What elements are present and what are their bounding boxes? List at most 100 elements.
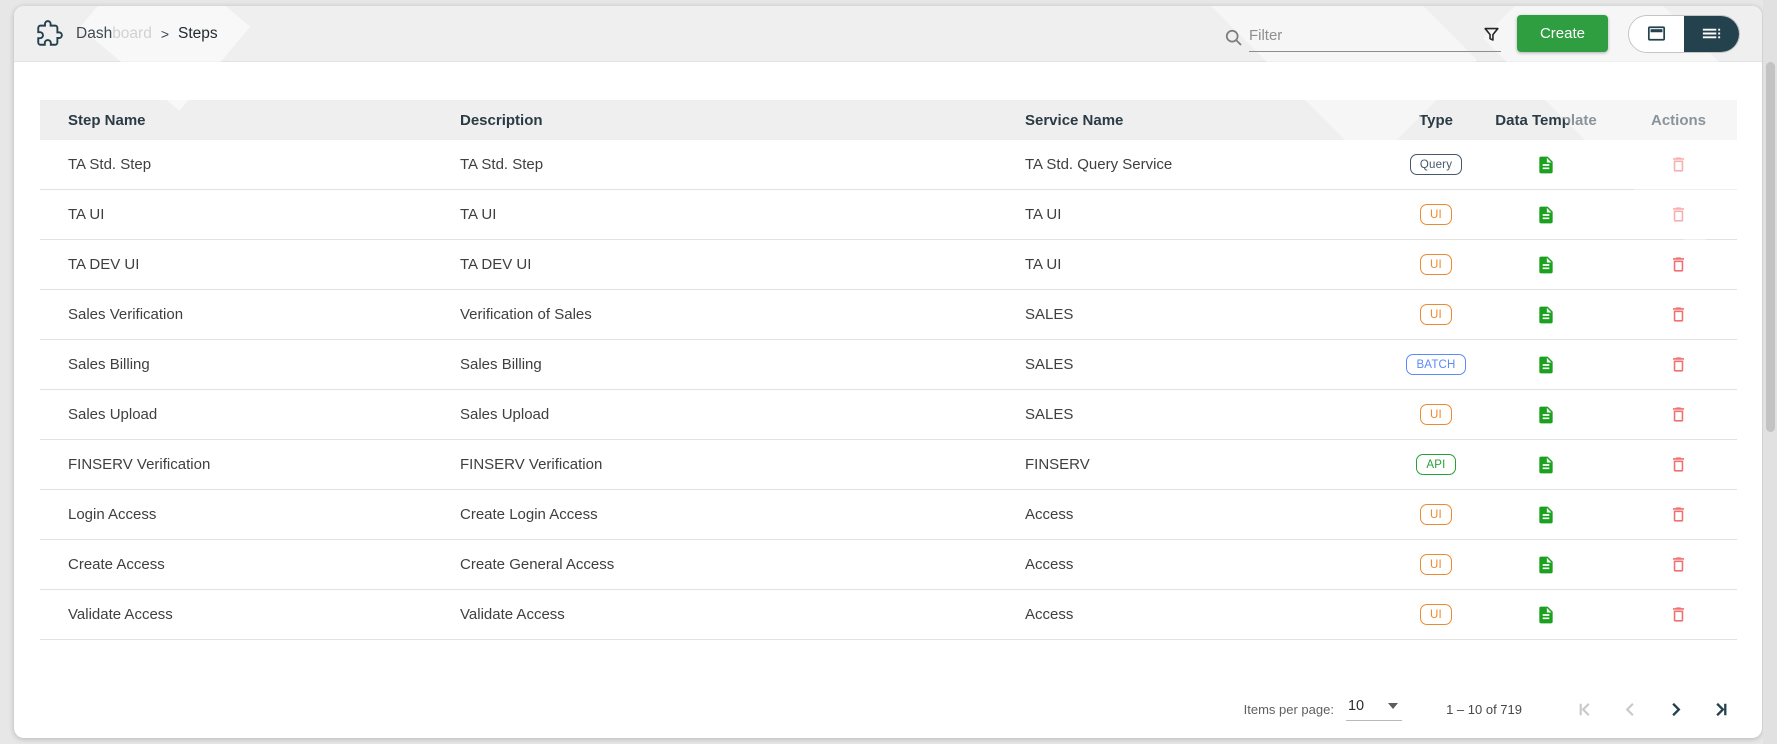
delete-button[interactable] [1667,303,1690,326]
delete-button[interactable] [1667,153,1690,176]
chevron-right-icon [1672,702,1681,716]
table-row[interactable]: Sales Verification Verification of Sales… [40,290,1737,340]
first-page-button[interactable] [1574,698,1597,721]
delete-button[interactable] [1667,203,1690,226]
cell-service-name: TA UI [1025,206,1062,223]
cell-step-name: FINSERV Verification [68,456,211,473]
cell-service-name: Access [1025,556,1074,573]
data-template-button[interactable] [1534,603,1558,627]
type-chip: UI [1420,403,1452,426]
puzzle-icon [37,20,63,46]
last-page-icon [1716,702,1727,716]
card-view-icon [1647,26,1666,41]
trash-icon [1672,457,1685,472]
type-chip: Query [1409,153,1463,176]
delete-button[interactable] [1667,553,1690,576]
delete-button[interactable] [1667,353,1690,376]
table-row[interactable]: TA Std. Step TA Std. Step TA Std. Query … [40,140,1737,190]
delete-button[interactable] [1667,453,1690,476]
table-body: TA Std. Step TA Std. Step TA Std. Query … [40,140,1737,640]
cell-service-name: SALES [1025,406,1074,423]
breadcrumb: Dash board > Steps [76,25,218,43]
vertical-scrollbar[interactable] [1763,0,1777,744]
delete-button[interactable] [1667,603,1690,626]
data-template-button[interactable] [1534,553,1558,577]
table-row[interactable]: Login Access Create Login Access Access … [40,490,1737,540]
cell-service-name: SALES [1025,306,1074,323]
list-view-icon [1702,28,1721,39]
cell-description: Sales Upload [460,406,550,423]
paginator: Items per page: 10 1 – 10 of 719 [14,674,1762,738]
search-icon [1225,29,1242,46]
trash-icon [1672,507,1685,522]
table-row[interactable]: Validate Access Validate Access Access U… [40,590,1737,640]
breadcrumb-separator: > [160,25,170,42]
table-row[interactable]: Sales Billing Sales Billing SALES BATCH [40,340,1737,390]
cell-description: Validate Access [460,606,565,623]
document-icon [1539,406,1553,423]
first-page-icon [1579,702,1590,716]
document-icon [1539,506,1553,523]
trash-icon [1672,157,1685,172]
trash-icon [1672,407,1685,422]
document-icon [1539,206,1553,223]
document-icon [1539,606,1553,623]
chevron-left-icon [1625,702,1634,716]
funnel-icon[interactable] [1482,25,1501,44]
filter-input[interactable] [1248,27,1482,44]
page-range-label: 1 – 10 of 719 [1446,701,1522,717]
cell-step-name: Sales Upload [68,406,158,423]
cell-service-name: SALES [1025,356,1074,373]
table-row[interactable]: FINSERV Verification FINSERV Verificatio… [40,440,1737,490]
data-template-button[interactable] [1534,203,1558,227]
scrollbar-thumb[interactable] [1766,62,1775,432]
trash-icon [1672,307,1685,322]
trash-icon [1672,257,1685,272]
breadcrumb-item-dashboard[interactable]: Dash board [76,24,152,42]
type-chip: UI [1420,553,1452,576]
next-page-button[interactable] [1664,698,1687,721]
column-header-service-name: Service Name [1025,111,1124,129]
cell-service-name: FINSERV [1025,456,1090,473]
table-row[interactable]: Sales Upload Sales Upload SALES UI [40,390,1737,440]
document-icon [1539,556,1553,573]
cell-step-name: Validate Access [68,606,173,623]
cell-step-name: Login Access [68,506,157,523]
delete-button[interactable] [1667,253,1690,276]
data-template-button[interactable] [1534,303,1558,327]
cell-description: TA DEV UI [460,256,532,273]
column-header-data-template: Data Template [1495,111,1597,129]
delete-button[interactable] [1667,403,1690,426]
list-view-button[interactable] [1684,15,1739,52]
column-header-actions: Actions [1650,111,1706,129]
document-icon [1539,306,1553,323]
table-row[interactable]: TA UI TA UI TA UI UI [40,190,1737,240]
type-chip: BATCH [1406,353,1466,376]
data-template-button[interactable] [1534,253,1558,277]
data-template-button[interactable] [1534,453,1558,477]
column-header-step-name: Step Name [68,111,146,129]
data-template-button[interactable] [1534,153,1558,177]
cell-description: Verification of Sales [460,306,592,323]
table-row[interactable]: Create Access Create General Access Acce… [40,540,1737,590]
card-view-button[interactable] [1629,15,1684,52]
view-toggle [1628,14,1740,53]
document-icon [1539,456,1553,473]
table-row[interactable]: TA DEV UI TA DEV UI TA UI UI [40,240,1737,290]
cell-service-name: TA UI [1025,256,1062,273]
cell-step-name: TA DEV UI [68,256,140,273]
watermark-shape [79,6,251,111]
data-template-button[interactable] [1534,403,1558,427]
data-template-button[interactable] [1534,503,1558,527]
cell-description: Create General Access [460,556,615,573]
cell-service-name: TA Std. Query Service [1025,156,1173,173]
create-button[interactable]: Create [1516,15,1608,52]
last-page-button[interactable] [1709,698,1732,721]
trash-icon [1672,357,1685,372]
delete-button[interactable] [1667,503,1690,526]
items-per-page-select[interactable]: 10 [1345,698,1403,721]
filter-field [1223,15,1501,52]
data-template-button[interactable] [1534,353,1558,377]
type-chip: UI [1420,503,1452,526]
previous-page-button[interactable] [1619,698,1642,721]
